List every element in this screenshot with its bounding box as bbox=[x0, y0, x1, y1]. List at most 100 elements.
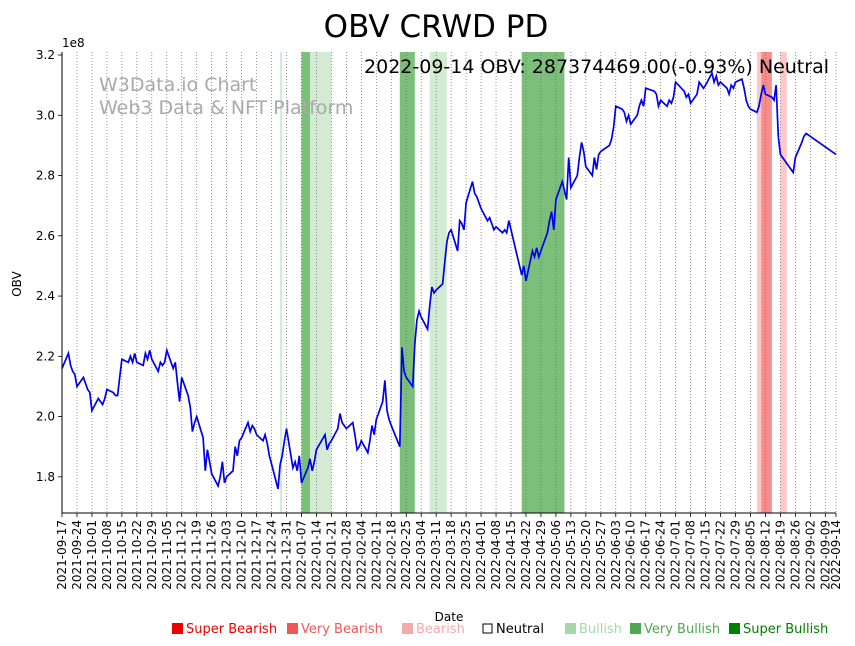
x-axis-label: Date bbox=[435, 610, 464, 624]
x-tick-label: 2022-05-06 bbox=[549, 520, 563, 590]
legend-label: Super Bearish bbox=[186, 622, 277, 637]
x-tick-label: 2022-03-25 bbox=[459, 520, 473, 590]
x-tick-label: 2022-04-29 bbox=[534, 520, 548, 590]
legend-swatch bbox=[402, 623, 413, 634]
signal-band bbox=[399, 52, 415, 513]
legend-swatch bbox=[482, 623, 493, 634]
y-tick-label: 2.0 bbox=[36, 410, 55, 424]
y-multiplier: 1e8 bbox=[62, 36, 85, 50]
x-tick-label: 2022-07-15 bbox=[699, 520, 713, 590]
legend-label: Bullish bbox=[579, 622, 622, 637]
x-tick-label: 2022-08-05 bbox=[743, 520, 757, 590]
legend-entry: Super Bullish bbox=[729, 622, 828, 637]
y-tick-label: 2.8 bbox=[36, 169, 55, 183]
x-tick-label: 2022-04-15 bbox=[504, 520, 518, 590]
x-tick-label: 2022-05-27 bbox=[594, 520, 608, 590]
signal-band bbox=[756, 52, 762, 513]
x-tick-label: 2022-08-26 bbox=[788, 520, 802, 590]
legend-label: Very Bullish bbox=[644, 622, 720, 637]
latest-value-annotation: 2022-09-14 OBV: 287374469.00(-0.93%) Neu… bbox=[364, 56, 829, 78]
x-tick-label: 2021-12-10 bbox=[235, 520, 249, 590]
y-tick-label: 3.0 bbox=[36, 108, 55, 122]
x-tick-label: 2022-07-29 bbox=[729, 520, 743, 590]
legend-swatch bbox=[630, 623, 641, 634]
x-tick-label: 2022-02-11 bbox=[369, 520, 383, 590]
x-tick-label: 2022-07-22 bbox=[714, 520, 728, 590]
x-tick-label: 2021-11-19 bbox=[190, 520, 204, 590]
x-tick-label: 2022-03-04 bbox=[414, 520, 428, 590]
x-tick-label: 2021-12-03 bbox=[220, 520, 234, 590]
x-tick-label: 2021-11-05 bbox=[160, 520, 174, 590]
x-tick-label: 2021-10-08 bbox=[100, 520, 114, 590]
x-tick-label: 2022-01-21 bbox=[324, 520, 338, 590]
legend-entry: Very Bearish bbox=[287, 622, 383, 637]
x-tick-label: 2022-09-14 bbox=[829, 520, 843, 590]
x-tick-label: 2022-09-02 bbox=[803, 520, 817, 590]
legend-entry: Bullish bbox=[565, 622, 622, 637]
x-tick-label: 2021-12-31 bbox=[280, 520, 294, 590]
x-tick-label: 2022-03-11 bbox=[429, 520, 443, 590]
signal-band bbox=[280, 52, 283, 513]
x-tick-label: 2022-07-01 bbox=[669, 520, 683, 590]
x-tick-label: 2022-06-24 bbox=[654, 520, 668, 590]
x-tick-label: 2021-10-15 bbox=[115, 520, 129, 590]
x-tick-label: 2022-06-10 bbox=[624, 520, 638, 590]
x-tick-label: 2022-03-18 bbox=[444, 520, 458, 590]
x-tick-label: 2022-08-12 bbox=[758, 520, 772, 590]
legend-swatch bbox=[172, 623, 183, 634]
x-tick-label: 2022-04-08 bbox=[489, 520, 503, 590]
y-axis-ticks: 1.8 2.0 2.2 2.4 2.6 2.8 3.0 3.2 bbox=[36, 48, 62, 484]
y-tick-label: 2.4 bbox=[36, 289, 55, 303]
x-tick-label: 2022-04-01 bbox=[474, 520, 488, 590]
legend-entry: Super Bearish bbox=[172, 622, 277, 637]
signal-band bbox=[521, 52, 565, 513]
y-tick-label: 2.6 bbox=[36, 229, 55, 243]
x-tick-label: 2022-01-07 bbox=[294, 520, 308, 590]
x-tick-label: 2022-01-14 bbox=[309, 520, 323, 590]
x-tick-label: 2022-07-08 bbox=[684, 520, 698, 590]
legend-swatch bbox=[729, 623, 740, 634]
legend: Super Bearish Very Bearish Bearish Neutral B… bbox=[172, 622, 828, 637]
y-tick-label: 3.2 bbox=[36, 48, 55, 62]
legend-label: Very Bearish bbox=[301, 622, 383, 637]
signal-bands bbox=[280, 52, 787, 513]
x-axis-ticks: 2021-09-17 2021-09-24 2021-10-01 2021-10-08… bbox=[55, 513, 843, 590]
x-tick-label: 2022-02-25 bbox=[399, 520, 413, 590]
x-tick-label: 2021-10-29 bbox=[145, 520, 159, 590]
x-tick-label: 2021-11-12 bbox=[175, 520, 189, 590]
y-tick-label: 2.2 bbox=[36, 349, 55, 363]
x-tick-label: 2021-11-26 bbox=[205, 520, 219, 590]
legend-label: Neutral bbox=[496, 622, 544, 637]
watermark-line-1: W3Data.io Chart bbox=[99, 74, 256, 96]
x-tick-label: 2022-06-03 bbox=[609, 520, 623, 590]
x-tick-label: 2022-05-20 bbox=[579, 520, 593, 590]
x-tick-label: 2021-09-17 bbox=[55, 520, 69, 590]
y-tick-label: 1.8 bbox=[36, 470, 55, 484]
obv-line bbox=[61, 70, 837, 490]
legend-swatch bbox=[287, 623, 298, 634]
legend-label: Super Bullish bbox=[743, 622, 828, 637]
signal-band bbox=[780, 52, 787, 513]
legend-entry: Very Bullish bbox=[630, 622, 720, 637]
signal-band bbox=[761, 52, 772, 513]
x-tick-label: 2022-02-04 bbox=[354, 520, 368, 590]
x-tick-label: 2022-05-13 bbox=[564, 520, 578, 590]
x-tick-label: 2021-10-22 bbox=[130, 520, 144, 590]
x-tick-label: 2022-08-19 bbox=[773, 520, 787, 590]
watermark-line-2: Web3 Data & NFT Platform bbox=[99, 97, 353, 119]
signal-band bbox=[301, 52, 311, 513]
chart-title: OBV CRWD PD bbox=[324, 9, 549, 45]
x-tick-label: 2022-01-28 bbox=[339, 520, 353, 590]
x-tick-label: 2022-02-18 bbox=[384, 520, 398, 590]
legend-swatch bbox=[565, 623, 576, 634]
legend-entry: Neutral bbox=[482, 622, 544, 637]
legend-entry: Bearish bbox=[402, 622, 465, 637]
vertical-gridlines bbox=[61, 52, 837, 513]
x-tick-label: 2022-06-17 bbox=[639, 520, 653, 590]
x-tick-label: 2022-09-09 bbox=[818, 520, 832, 590]
x-tick-label: 2021-10-01 bbox=[85, 520, 99, 590]
axes bbox=[61, 52, 836, 514]
y-axis-label: OBV bbox=[10, 270, 24, 296]
x-tick-label: 2021-09-24 bbox=[70, 520, 84, 590]
